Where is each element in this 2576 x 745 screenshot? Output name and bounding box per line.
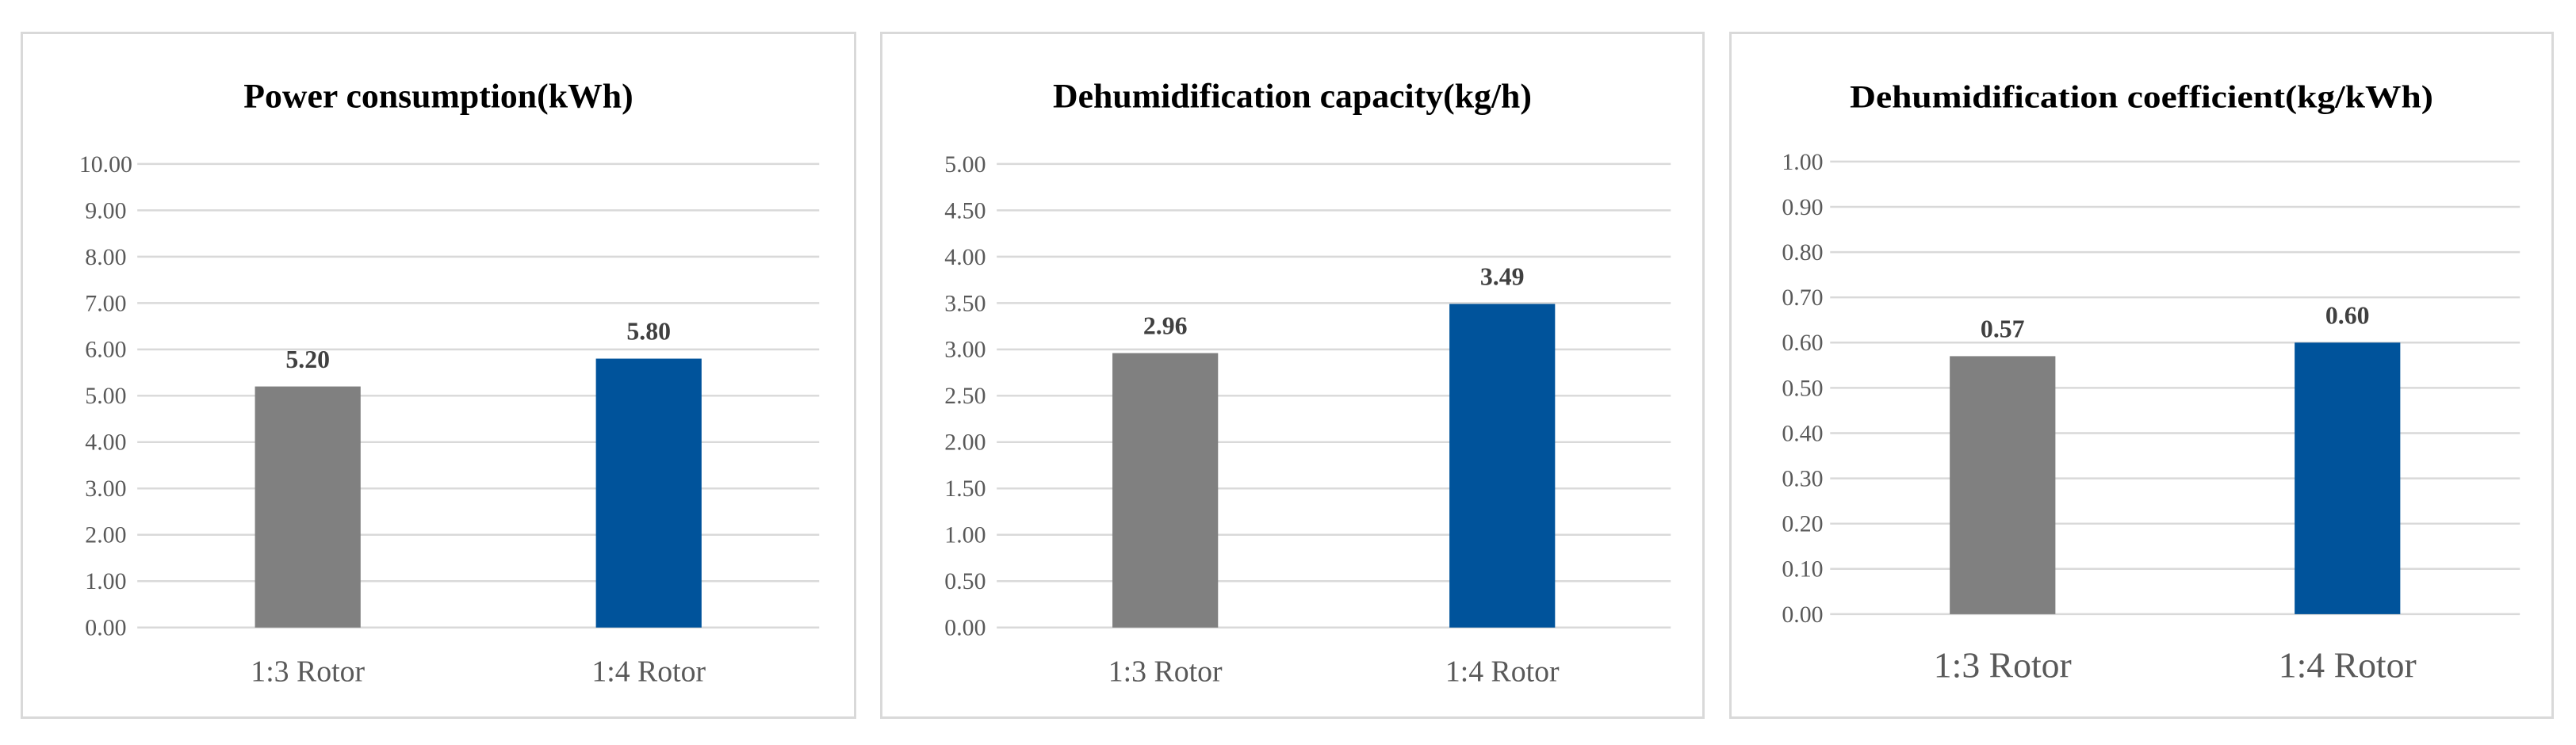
- data-label: 5.80: [626, 318, 671, 346]
- y-tick-label: 1.00: [944, 522, 986, 548]
- data-label: 0.60: [2325, 301, 2370, 329]
- y-tick-label: 0.50: [944, 568, 986, 594]
- bar-2: [595, 358, 702, 628]
- y-tick-label: 1.50: [944, 476, 986, 502]
- y-tick-label: 0.00: [85, 615, 126, 641]
- gridlines: [1830, 160, 2520, 616]
- y-tick-label: 9.00: [85, 197, 126, 224]
- data-label: 0.57: [1981, 315, 2025, 343]
- chart-title: Dehumidification coefficient(kg/kWh): [1850, 79, 2433, 114]
- bars: 5.20 1:3 Rotor 5.80 1:4 Rotor: [251, 318, 706, 689]
- data-label: 5.20: [285, 346, 330, 373]
- y-tick-label: 0.40: [1782, 420, 1823, 446]
- gridlines: [997, 162, 1671, 629]
- y-tick-label: 0.00: [1782, 602, 1823, 628]
- category-label: 1:4 Rotor: [2279, 644, 2417, 685]
- bar-1: [255, 386, 361, 628]
- bars: 2.96 1:3 Rotor 3.49 1:4 Rotor: [1108, 263, 1560, 689]
- y-tick-label: 3.00: [85, 476, 126, 502]
- y-tick-label: 4.50: [944, 197, 986, 224]
- y-tick-label: 10.00: [79, 151, 132, 178]
- y-axis-ticks: 0.00 0.10 0.20 0.30 0.40 0.50 0.60 0.70 0.80 0.90…: [1782, 149, 1823, 628]
- y-tick-label: 0.10: [1782, 556, 1823, 583]
- bar-2: [1449, 304, 1556, 628]
- dehumidification-coefficient-chart: Dehumidification coefficient(kg/kWh) 0.0…: [1782, 79, 2520, 685]
- y-tick-label: 0.80: [1782, 239, 1823, 266]
- y-tick-label: 3.00: [944, 337, 986, 363]
- y-tick-label: 0.90: [1782, 194, 1823, 220]
- chart-title: Dehumidification capacity(kg/h): [1053, 77, 1532, 115]
- dehumidification-capacity-chart: Dehumidification capacity(kg/h) 0.00 0.50…: [944, 77, 1671, 689]
- bar-1: [1950, 356, 2056, 614]
- data-label: 3.49: [1480, 263, 1525, 291]
- y-tick-label: 1.00: [1782, 149, 1823, 175]
- y-tick-label: 4.00: [85, 430, 126, 456]
- y-tick-label: 0.00: [944, 615, 986, 641]
- y-tick-label: 0.60: [1782, 330, 1823, 356]
- y-tick-label: 0.30: [1782, 466, 1823, 492]
- y-tick-label: 3.50: [944, 290, 986, 316]
- y-tick-label: 2.50: [944, 383, 986, 409]
- gridlines: [137, 162, 820, 629]
- y-axis-ticks: 0.00 0.50 1.00 1.50 2.00 2.50 3.00 3.50 4.00 4.50…: [944, 151, 986, 641]
- power-consumption-chart: Power consumption(kWh) 0.00 1.00 2.00 3.00 4…: [79, 77, 820, 689]
- y-tick-label: 2.00: [944, 430, 986, 456]
- bar-1: [1112, 353, 1219, 628]
- category-label: 1:3 Rotor: [251, 655, 365, 688]
- y-tick-label: 4.00: [944, 244, 986, 270]
- bars: 0.57 1:3 Rotor 0.60 1:4 Rotor: [1934, 301, 2417, 685]
- chart-title: Power consumption(kWh): [243, 77, 633, 115]
- y-tick-label: 1.00: [85, 568, 126, 594]
- chart-panel-dehumidification-capacity: Dehumidification capacity(kg/h) 0.00 0.50…: [880, 32, 1705, 719]
- y-tick-label: 2.00: [85, 522, 126, 548]
- chart-panel-power-consumption: Power consumption(kWh) 0.00 1.00 2.00 3.00 4…: [21, 32, 856, 719]
- y-tick-label: 8.00: [85, 244, 126, 270]
- y-tick-label: 5.00: [85, 383, 126, 409]
- category-label: 1:3 Rotor: [1108, 655, 1223, 688]
- data-label: 2.96: [1143, 312, 1188, 340]
- y-tick-label: 7.00: [85, 290, 126, 316]
- y-tick-label: 0.70: [1782, 285, 1823, 311]
- category-label: 1:4 Rotor: [1445, 655, 1560, 688]
- chart-panel-dehumidification-coefficient: Dehumidification coefficient(kg/kWh) 0.0…: [1729, 32, 2554, 719]
- y-tick-label: 6.00: [85, 337, 126, 363]
- y-tick-label: 0.50: [1782, 375, 1823, 401]
- bar-2: [2295, 342, 2401, 614]
- y-tick-label: 5.00: [944, 151, 986, 178]
- category-label: 1:4 Rotor: [591, 655, 706, 688]
- y-axis-ticks: 0.00 1.00 2.00 3.00 4.00 5.00 6.00 7.00 8.00 9.00…: [79, 151, 132, 641]
- category-label: 1:3 Rotor: [1934, 644, 2072, 685]
- y-tick-label: 0.20: [1782, 511, 1823, 537]
